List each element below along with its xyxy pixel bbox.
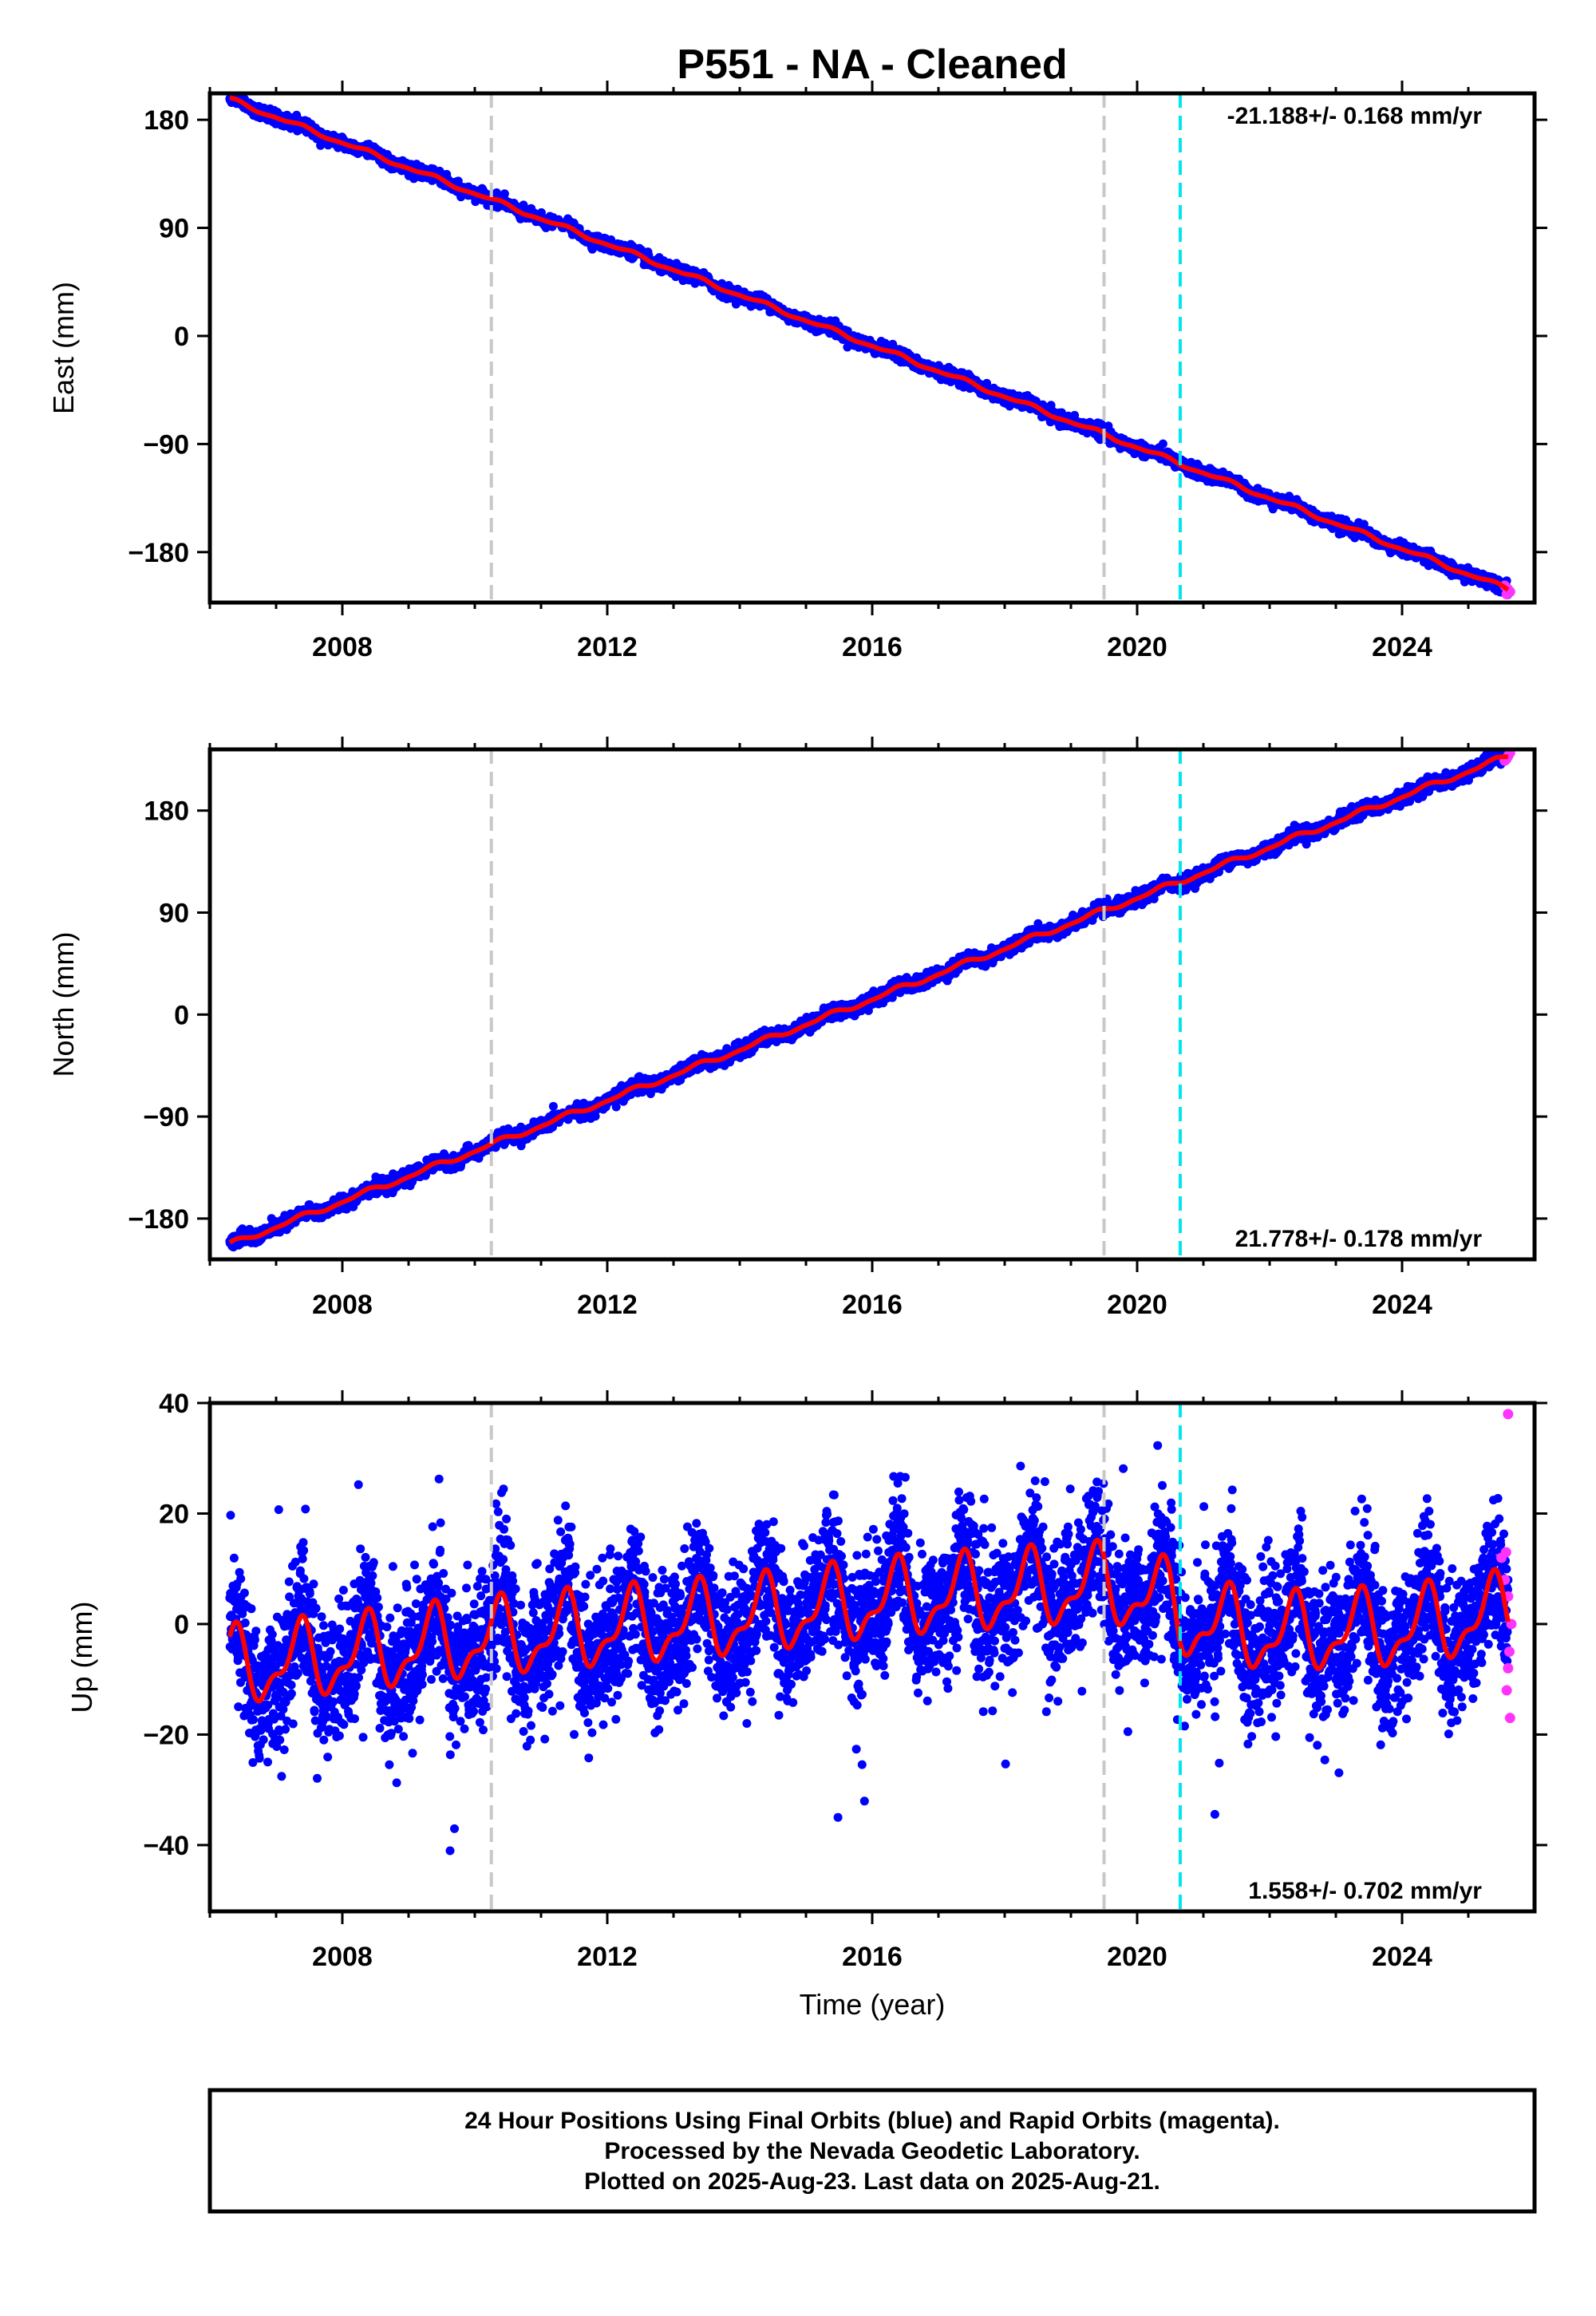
east-panel: 180 90 0 −90 −180 2008 2012 2016 2020 2024 East (m…	[47, 81, 1547, 662]
east-model-fit-line	[229, 95, 1510, 592]
x-tick-label: 2020	[1107, 632, 1167, 662]
y-tick-label: −90	[143, 429, 189, 460]
x-tick-label: 2008	[312, 632, 373, 662]
y-tick-label: 0	[174, 322, 189, 352]
north-final-orbit-points	[225, 749, 1512, 1252]
x-tick-label: 2016	[842, 632, 903, 662]
east-rate-label: -21.188+/- 0.168 mm/yr	[1227, 103, 1483, 129]
y-tick-label: −180	[128, 538, 189, 568]
north-plot-area	[225, 749, 1515, 1259]
east-y-axis-title: East (mm)	[47, 282, 80, 414]
x-tick-label: 2012	[577, 632, 638, 662]
east-data-point	[1158, 439, 1167, 449]
east-plot-area	[225, 93, 1515, 603]
y-tick-label: 180	[144, 105, 189, 136]
x-tick-label: 2024	[1372, 632, 1432, 662]
y-tick-label: 90	[159, 214, 189, 244]
figure-title: P551 - NA - Cleaned	[677, 41, 1067, 88]
north-data-point	[548, 1101, 558, 1111]
